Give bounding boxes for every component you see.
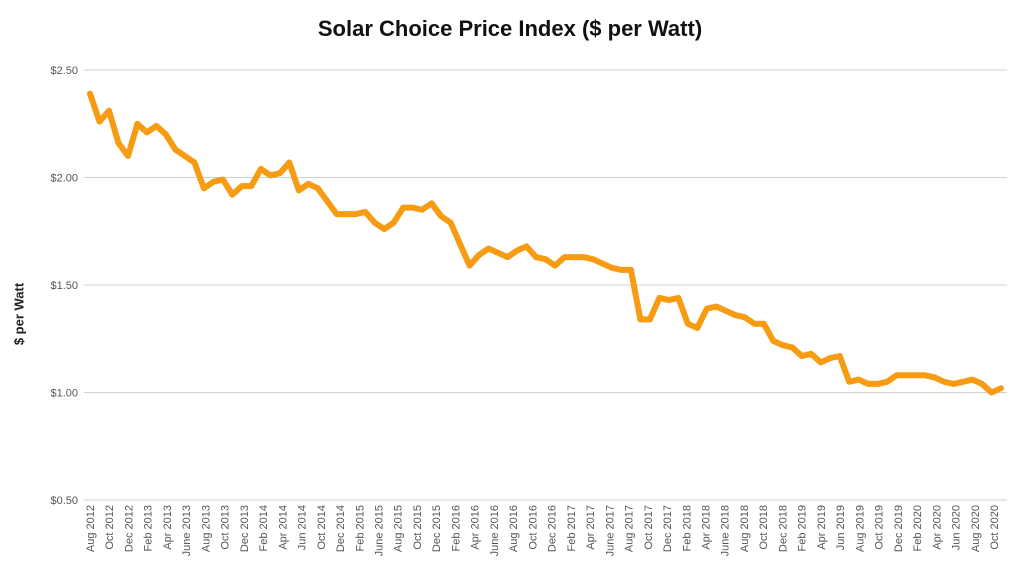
series-line [87,90,1004,396]
x-tick-label: Apr 2016 [470,505,482,550]
y-tick-label: $2.00 [50,173,78,185]
x-tick-label: Oct 2018 [758,505,770,550]
x-tick-label: Feb 2020 [912,505,924,551]
y-axis-ticks: $0.50 $1.00 $1.50 $2.00 $2.50 [50,65,78,507]
x-tick-label: Feb 2014 [258,505,270,551]
x-tick-label: June 2017 [604,505,616,556]
x-tick-label: Dec 2012 [123,505,135,552]
x-tick-label: Dec 2015 [431,505,443,552]
x-tick-label: Aug 2018 [739,505,751,552]
x-tick-label: Oct 2015 [412,505,424,550]
x-tick-label: June 2015 [374,505,386,556]
gridlines [84,69,1007,501]
y-tick-label: $1.00 [50,388,78,400]
x-tick-label: Aug 2016 [508,505,520,552]
x-tick-label: June 2018 [720,505,732,556]
x-tick-label: Apr 2013 [162,505,174,550]
x-tick-label: Dec 2017 [662,505,674,552]
x-tick-label: Dec 2013 [239,505,251,552]
x-tick-label: Aug 2019 [854,505,866,552]
y-tick-label: $2.50 [50,65,78,77]
x-tick-label: Jun 2019 [835,505,847,550]
x-tick-label: Feb 2016 [450,505,462,551]
x-tick-label: Dec 2014 [335,505,347,552]
x-tick-label: Feb 2015 [354,505,366,551]
x-tick-label: Apr 2020 [931,505,943,550]
x-tick-label: Oct 2020 [989,505,1001,550]
x-tick-label: Dec 2018 [777,505,789,552]
x-tick-label: Apr 2018 [700,505,712,550]
x-tick-label: Aug 2017 [624,505,636,552]
y-tick-label: $0.50 [50,495,78,507]
x-tick-label: Feb 2013 [143,505,155,551]
x-tick-label: Apr 2017 [585,505,597,550]
x-tick-label: Oct 2016 [527,505,539,550]
x-tick-label: Aug 2020 [970,505,982,552]
x-tick-label: June 2016 [489,505,501,556]
x-tick-label: Feb 2017 [566,505,578,551]
x-tick-label: Aug 2015 [393,505,405,552]
x-tick-label: Aug 2013 [200,505,212,552]
x-axis-ticks: Aug 2012 Oct 2012 Dec 2012 Feb 2013 Apr 2013… [85,505,1001,556]
x-tick-label: Feb 2018 [681,505,693,551]
x-tick-label: Oct 2013 [220,505,232,550]
x-tick-label: Oct 2019 [874,505,886,550]
x-tick-label: Dec 2016 [547,505,559,552]
x-tick-label: Oct 2012 [104,505,116,550]
x-tick-label: Apr 2014 [277,505,289,550]
x-tick-label: Jun 2020 [951,505,963,550]
x-tick-label: Apr 2019 [816,505,828,550]
x-tick-label: Oct 2017 [643,505,655,550]
x-tick-label: June 2013 [181,505,193,556]
y-tick-label: $1.50 [50,280,78,292]
series-layer [87,90,1004,396]
x-tick-label: Jun 2014 [297,505,309,550]
x-tick-label: Aug 2012 [85,505,97,552]
x-tick-label: Feb 2019 [797,505,809,551]
chart-title: Solar Choice Price Index ($ per Watt) [317,16,703,41]
x-tick-label: Dec 2019 [893,505,905,552]
x-tick-label: Oct 2014 [316,505,328,550]
